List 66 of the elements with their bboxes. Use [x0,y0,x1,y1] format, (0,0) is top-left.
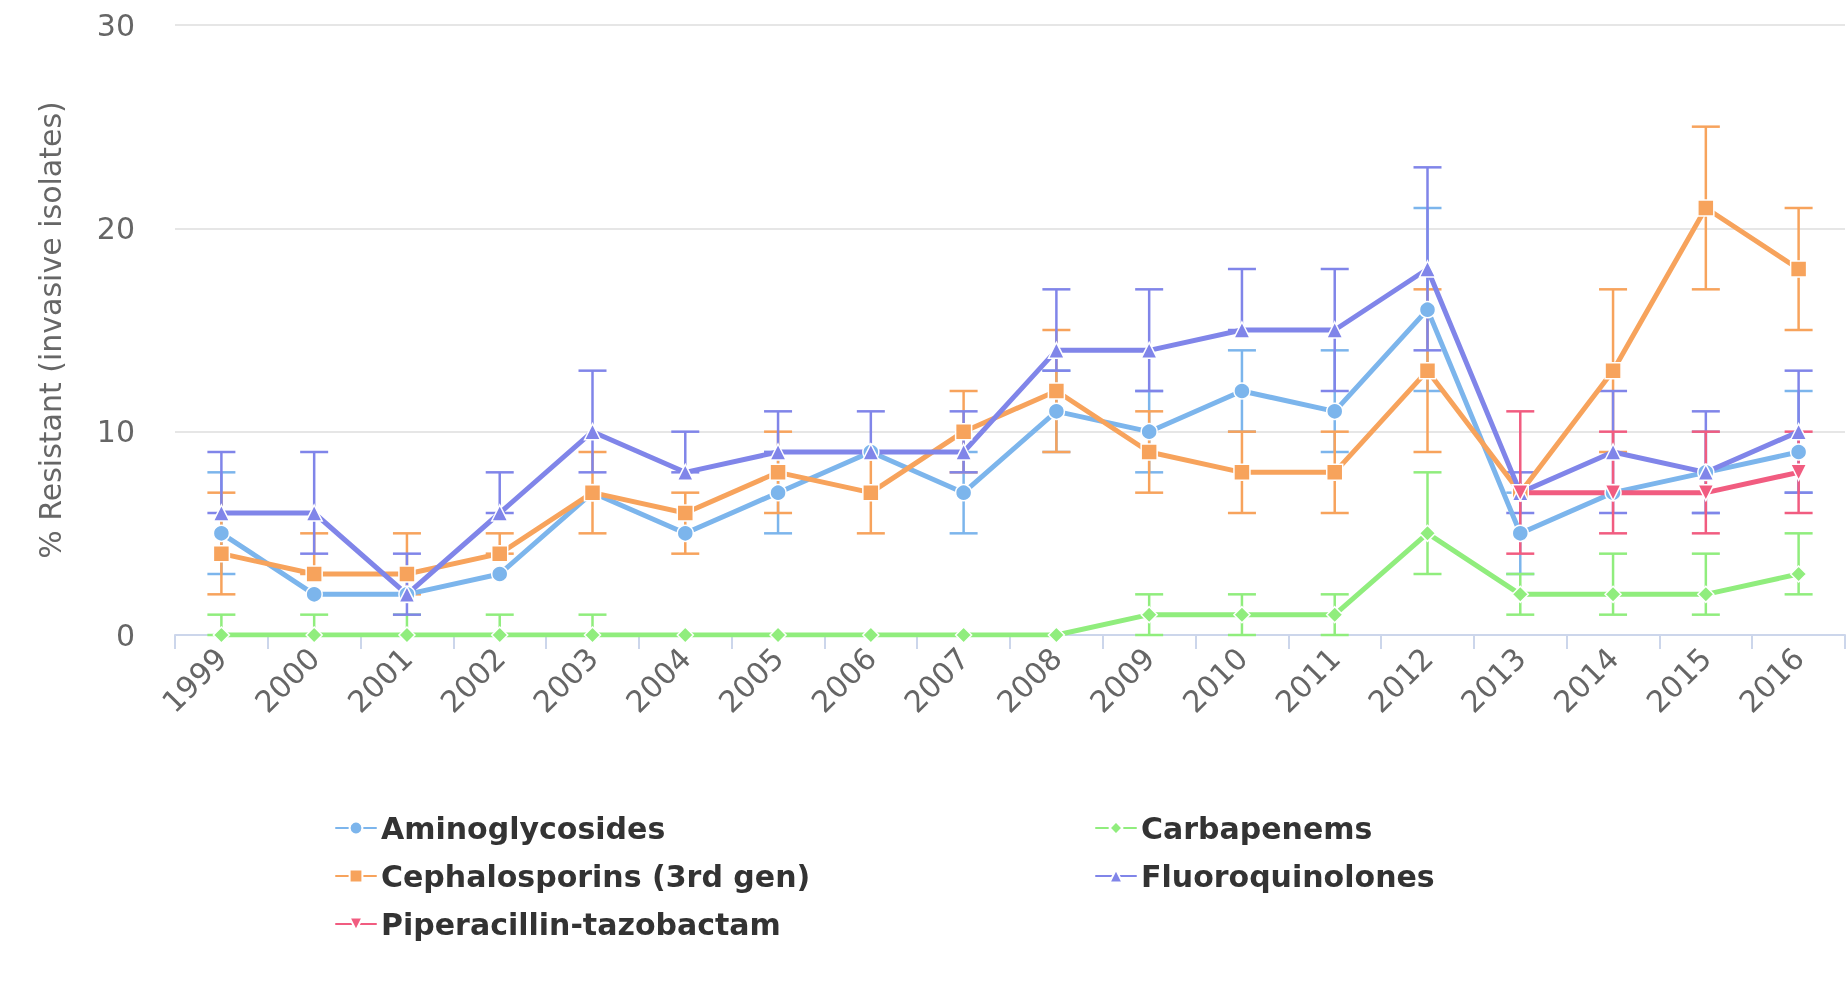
legend-label: Fluoroquinolones [1141,858,1435,894]
point [1233,463,1251,482]
point [676,524,695,543]
y-tick-label: 0 [115,617,135,653]
point [769,626,787,644]
point [1418,361,1437,380]
point [1789,565,1808,583]
legend-label: Aminoglycosides [381,810,666,846]
point [1325,402,1344,421]
y-tick-label: 20 [96,210,135,246]
point [490,565,509,583]
point [676,626,695,644]
point [1789,260,1808,278]
point [398,626,416,644]
point [954,422,973,441]
point [862,483,880,502]
point [1233,321,1251,339]
point [1604,443,1622,461]
point [1140,422,1158,441]
point [1418,300,1437,319]
legend-label: Piperacillin-tazobactam [381,906,781,942]
point [676,504,695,522]
point [862,626,880,644]
point [490,504,509,522]
y-tick-label: 10 [96,414,135,450]
point [583,626,602,644]
point [769,463,787,482]
y-axis-title: % Resistant (invasive isolates) [32,101,68,559]
point [954,626,973,644]
point [1789,422,1808,441]
point [1140,341,1158,360]
legend-label: Carbapenems [1141,810,1373,846]
point [1789,443,1808,461]
point [490,544,509,563]
point [305,585,323,604]
point [769,443,787,461]
point [1140,443,1158,461]
point [1047,402,1066,421]
point [1233,605,1251,624]
point [1697,199,1715,217]
point [1511,585,1530,604]
point [305,504,323,522]
point [212,544,231,563]
point [305,626,323,644]
point [583,422,602,441]
y-tick-label: 30 [96,7,135,43]
point [398,565,416,583]
point [1697,585,1715,604]
point [1604,361,1622,380]
point [1047,626,1066,644]
point [490,626,509,644]
point [1047,382,1066,400]
point [1418,524,1437,543]
point [1325,605,1344,624]
point [954,483,973,502]
point [212,524,231,543]
legend-label: Cephalosporins (3rd gen) [381,858,811,894]
point [1325,463,1344,482]
point [769,483,787,502]
point [1233,382,1251,400]
point [305,565,323,583]
point [1418,260,1437,278]
point [1604,585,1622,604]
point [1511,524,1530,543]
point [212,626,231,644]
point [1140,605,1158,624]
